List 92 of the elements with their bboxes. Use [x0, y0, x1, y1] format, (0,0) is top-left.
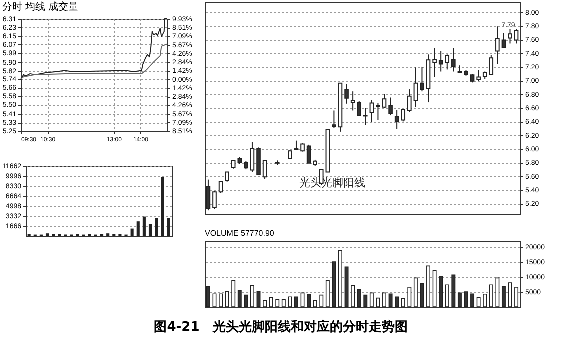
candlestick [508, 28, 512, 44]
candlestick [250, 142, 255, 173]
candlestick [382, 94, 387, 108]
bar [155, 218, 158, 236]
bar [401, 298, 406, 308]
candlestick [212, 190, 217, 210]
bar [357, 289, 362, 308]
candlestick [452, 48, 456, 72]
bar [232, 280, 236, 308]
line-series [20, 44, 168, 80]
bar [263, 300, 268, 308]
bar [142, 216, 146, 236]
bar [300, 292, 305, 308]
candlestick [420, 66, 424, 92]
candlestick [376, 102, 380, 121]
bar [388, 294, 393, 308]
chart-title: VOLUME 57770.90 [205, 229, 275, 238]
candlestick [344, 84, 349, 104]
bar [238, 290, 242, 308]
candlestick [432, 48, 437, 78]
bar [307, 294, 312, 308]
bar [225, 291, 230, 308]
bar [256, 291, 261, 308]
candlestick [294, 140, 299, 151]
bar [351, 285, 356, 308]
bar [476, 297, 481, 308]
candlestick [357, 100, 362, 116]
bar [250, 285, 254, 308]
bar [269, 297, 274, 308]
bar [148, 224, 152, 236]
bar [502, 286, 506, 308]
annotation: 光头光脚阳线 [300, 176, 366, 190]
bar [326, 280, 330, 308]
candlestick [388, 97, 393, 116]
bar [420, 284, 424, 308]
bar [338, 250, 342, 308]
bar [395, 296, 400, 308]
bar [470, 294, 475, 308]
bar [219, 294, 224, 308]
candlestick [332, 110, 336, 130]
candlestick [370, 100, 374, 123]
candlestick [514, 28, 519, 44]
candlestick [363, 108, 368, 126]
bar [445, 284, 450, 308]
bar [458, 292, 462, 308]
candlestick [476, 70, 481, 82]
bar [364, 294, 368, 308]
bar [370, 292, 374, 308]
bar [332, 262, 336, 308]
candlestick [319, 169, 324, 186]
candlestick [502, 32, 506, 50]
candlestick [394, 110, 400, 130]
bar [514, 287, 519, 308]
candlestick [445, 54, 450, 70]
candlestick [262, 160, 268, 180]
candlestick [350, 91, 356, 112]
candlestick [306, 144, 312, 164]
bar [276, 299, 280, 308]
bar [432, 270, 437, 308]
bar [426, 266, 430, 308]
bar [244, 294, 248, 308]
bar [376, 298, 380, 308]
bar [161, 177, 164, 236]
candlestick [414, 67, 418, 108]
bar [439, 276, 444, 308]
line-series [20, 18, 168, 81]
bar [136, 222, 140, 236]
chart-title: 分时 均线 成交量 [2, 1, 79, 13]
bar [452, 274, 456, 308]
bar [130, 228, 134, 236]
bar [212, 294, 217, 308]
candlestick [218, 181, 224, 194]
bar [483, 294, 488, 308]
bar [408, 287, 412, 308]
bar [344, 266, 349, 308]
bar [288, 296, 292, 308]
bar [167, 218, 170, 236]
bar [496, 278, 500, 308]
bar [489, 284, 494, 308]
candlestick [401, 110, 406, 122]
bar [313, 300, 318, 308]
bar [414, 278, 418, 308]
bar [320, 294, 324, 308]
bar [382, 292, 386, 308]
candlestick [408, 89, 412, 113]
candlestick [496, 26, 500, 65]
caption: 图4-21 光头光脚阳线和对应的分时走势图 [153, 318, 409, 336]
bar [508, 282, 512, 308]
bar [294, 296, 298, 308]
bar [464, 292, 468, 308]
candlestick [225, 172, 230, 182]
bar [282, 299, 286, 308]
